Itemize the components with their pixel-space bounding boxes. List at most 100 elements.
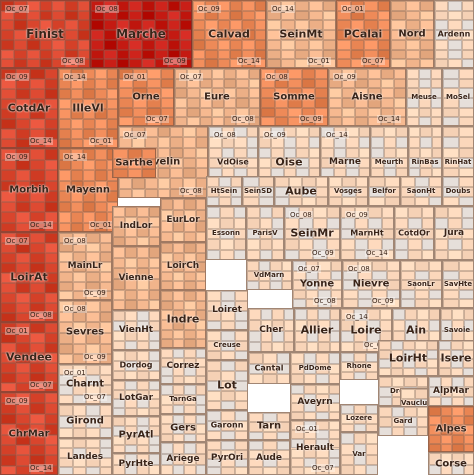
treemap-subcell	[234, 157, 247, 169]
treemap-subcell	[248, 69, 259, 79]
treemap-subcell	[1, 149, 16, 160]
treemap-subcell	[1, 283, 16, 293]
treemap-subcell	[440, 416, 452, 426]
treemap-subcell	[366, 362, 377, 372]
treemap-subcell	[44, 393, 57, 404]
treemap-subcell	[321, 147, 334, 158]
treemap-subcell	[116, 30, 130, 40]
treemap-subcell	[291, 385, 304, 394]
treemap-sublabel: Oc_07	[83, 393, 107, 401]
treemap-subcell	[183, 127, 197, 138]
treemap-subcell	[99, 395, 111, 403]
treemap-subcell	[180, 20, 191, 31]
treemap-subcell	[44, 403, 57, 414]
treemap-subcell	[72, 416, 86, 428]
treemap-subcell	[452, 416, 464, 426]
treemap-subcell	[157, 168, 171, 179]
treemap-subcell	[329, 117, 342, 125]
treemap-subcell	[353, 353, 367, 363]
treemap-subcell	[133, 117, 147, 125]
treemap-subcell	[329, 331, 339, 342]
treemap-subcell	[315, 107, 327, 118]
treemap-subcell	[1, 119, 16, 129]
treemap-subcell	[283, 157, 297, 169]
treemap-subcell	[1, 253, 16, 263]
treemap-subcell	[420, 30, 433, 40]
treemap-subcell	[107, 119, 117, 129]
treemap-subcell	[161, 117, 173, 125]
treemap-subcell	[161, 271, 173, 282]
treemap-subcell	[259, 177, 273, 187]
treemap-subcell	[195, 405, 205, 413]
treemap-subcell	[91, 10, 104, 21]
treemap-subcell	[305, 261, 318, 271]
treemap-subcell	[354, 228, 368, 240]
treemap-subcell	[342, 69, 355, 79]
treemap-subcell	[341, 342, 354, 351]
treemap-subcell	[149, 361, 159, 371]
treemap-subcell	[30, 201, 45, 212]
treemap-subcell	[440, 387, 452, 397]
treemap-subcell	[259, 197, 273, 205]
treemap-subcell	[15, 465, 30, 474]
treemap-subcell	[417, 309, 429, 320]
treemap-subcell	[26, 49, 40, 60]
treemap-subcell	[78, 20, 89, 31]
treemap-subcell	[235, 391, 247, 401]
treemap-subcell	[52, 39, 66, 50]
treemap-subcell	[167, 59, 181, 67]
treemap-subcell	[354, 320, 367, 331]
treemap-subcell	[354, 309, 367, 320]
treemap-subcell	[113, 371, 125, 379]
treemap-subcell	[149, 331, 159, 341]
treemap-subcell	[415, 299, 429, 307]
treemap-subcell	[205, 49, 218, 60]
treemap-subcell	[207, 331, 221, 341]
treemap-subcell	[72, 427, 86, 437]
treemap-subcell	[366, 443, 377, 455]
treemap-subcell	[184, 376, 196, 383]
treemap-subcell	[342, 117, 355, 125]
treemap-subcell	[113, 159, 128, 169]
treemap-subcell	[321, 127, 334, 138]
treemap-subcell	[221, 381, 235, 391]
treemap-sublabel: Oc_14	[63, 73, 87, 81]
treemap-subcell	[161, 281, 173, 289]
treemap-tile-sevres: Oc_08 Oc_09 Sevres	[58, 300, 112, 364]
treemap-subcell	[243, 177, 259, 187]
treemap-subcell	[323, 20, 335, 31]
treemap-subcell	[184, 291, 196, 301]
treemap-subcell	[15, 444, 30, 456]
treemap-sublabel: Oc_09	[5, 397, 29, 405]
treemap-subcell	[408, 217, 422, 229]
treemap-subcell	[230, 30, 243, 40]
treemap-subcell	[419, 107, 431, 118]
treemap-tile-isere: Isere	[438, 340, 474, 376]
treemap-subcell	[272, 207, 283, 218]
treemap-subcell	[355, 107, 368, 118]
treemap-subcell	[439, 350, 451, 359]
treemap-subcell	[260, 342, 272, 351]
treemap-subcell	[451, 368, 463, 375]
treemap-subcell	[184, 300, 196, 311]
treemap-subcell	[235, 421, 247, 431]
treemap-subcell	[429, 270, 441, 281]
treemap-subcell	[199, 98, 212, 108]
treemap-subcell	[288, 98, 302, 108]
treemap-subcell	[391, 39, 406, 50]
treemap-subcell	[59, 170, 71, 181]
treemap-subcell	[315, 78, 327, 89]
treemap-subcell	[379, 387, 392, 397]
treemap-subcell	[221, 157, 234, 169]
treemap-subcell	[354, 239, 368, 251]
treemap-subcell	[368, 239, 382, 251]
treemap-subcell	[107, 191, 117, 202]
treemap-subcell	[211, 107, 225, 118]
treemap-tile-loirch: LoirCh	[160, 242, 206, 290]
treemap-subcell	[302, 187, 316, 197]
treemap-subcell	[99, 466, 111, 474]
treemap-subcell	[133, 98, 147, 108]
treemap-subcell	[246, 127, 257, 138]
treemap-subcell	[137, 351, 149, 361]
treemap-subcell	[377, 39, 389, 50]
